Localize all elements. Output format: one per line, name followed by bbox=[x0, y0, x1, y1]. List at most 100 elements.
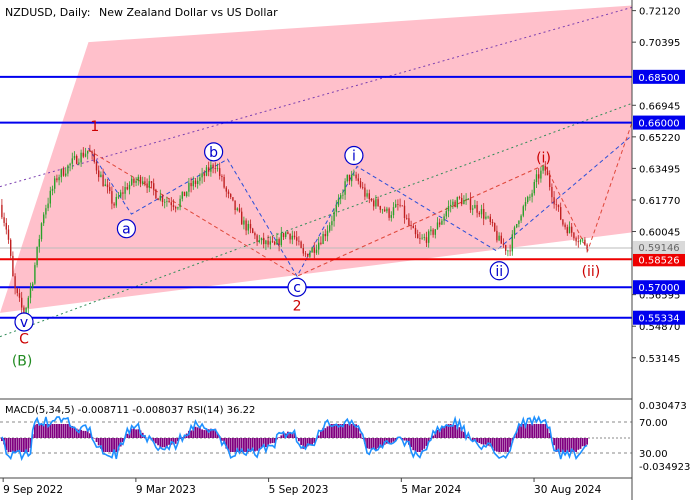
candle-body bbox=[34, 265, 36, 284]
macd-bar bbox=[209, 428, 212, 438]
macd-bar bbox=[357, 427, 360, 438]
candle-body bbox=[172, 205, 175, 208]
macd-bar bbox=[198, 427, 201, 438]
candle-body bbox=[540, 170, 542, 179]
wave-circle-ii bbox=[489, 261, 509, 281]
candle-body bbox=[267, 240, 269, 245]
candle-body bbox=[245, 220, 247, 231]
candle-body bbox=[144, 181, 146, 184]
macd-bar bbox=[370, 438, 373, 450]
indicator-tick-label: -0.034923 bbox=[639, 462, 690, 473]
candle-body bbox=[333, 211, 335, 222]
macd-bar bbox=[564, 438, 566, 452]
macd-bar bbox=[557, 438, 560, 452]
candle-body bbox=[212, 164, 214, 169]
candle-body bbox=[419, 238, 421, 240]
candle-body bbox=[467, 198, 469, 200]
candle-body bbox=[557, 204, 560, 208]
candle-body bbox=[168, 200, 170, 203]
macd-bar bbox=[484, 438, 487, 445]
candle-body bbox=[471, 208, 474, 210]
macd-bar bbox=[216, 432, 219, 438]
macd-bar bbox=[341, 424, 344, 438]
candle-body bbox=[410, 225, 412, 227]
macd-bar bbox=[335, 424, 338, 438]
macd-bar bbox=[447, 424, 450, 438]
level-label-0.58526: 0.58526 bbox=[638, 255, 679, 266]
wave-circle-c bbox=[287, 277, 307, 297]
indicator-label: MACD(5,34,5) -0.008711 -0.008037 RSI(14)… bbox=[5, 405, 255, 416]
candle-body bbox=[42, 214, 45, 224]
price-tick-label: 0.61770 bbox=[639, 196, 680, 207]
macd-bar bbox=[7, 438, 10, 452]
candle-body bbox=[62, 169, 65, 176]
candle-body bbox=[551, 186, 553, 198]
macd-bar bbox=[25, 438, 27, 452]
macd-bar bbox=[201, 429, 203, 438]
candle-body bbox=[504, 245, 507, 251]
candle-body bbox=[456, 197, 458, 208]
candle-body bbox=[562, 219, 564, 225]
macd-bar bbox=[225, 438, 228, 449]
candle-body bbox=[489, 216, 491, 222]
candle-body bbox=[359, 181, 362, 187]
candle-body bbox=[366, 193, 368, 197]
macd-bar bbox=[423, 438, 426, 449]
macd-bar bbox=[559, 438, 562, 452]
macd-bar bbox=[249, 438, 252, 452]
candle-body bbox=[174, 207, 177, 209]
candle-body bbox=[485, 216, 487, 219]
candle-body bbox=[3, 217, 5, 223]
candle-body bbox=[337, 198, 340, 206]
candle-body bbox=[408, 218, 410, 226]
wave-label-(B): (B) bbox=[12, 353, 33, 369]
date-tick-label: 5 Sep 2023 bbox=[269, 484, 329, 496]
candle-body bbox=[146, 183, 148, 188]
level-label-0.68500: 0.68500 bbox=[638, 73, 679, 84]
macd-bar bbox=[256, 438, 258, 451]
candle-body bbox=[300, 241, 302, 249]
candle-body bbox=[86, 150, 89, 154]
macd-bar bbox=[73, 427, 76, 438]
candle-body bbox=[9, 239, 12, 256]
macd-bar bbox=[304, 438, 307, 449]
candle-body bbox=[31, 283, 34, 288]
candle-body bbox=[260, 237, 263, 241]
candle-body bbox=[223, 177, 225, 188]
indicator-tick-label: 30.00 bbox=[639, 449, 668, 460]
candle-body bbox=[196, 180, 199, 185]
macd-bar bbox=[168, 438, 170, 445]
candle-body bbox=[502, 243, 505, 246]
candle-body bbox=[7, 229, 10, 240]
candle-body bbox=[524, 202, 527, 207]
candle-body bbox=[469, 198, 472, 210]
candle-body bbox=[478, 212, 480, 215]
macd-bar bbox=[245, 438, 247, 452]
level-label-bg bbox=[633, 310, 685, 325]
macd-bar bbox=[27, 438, 30, 452]
candle-body bbox=[425, 237, 428, 243]
macd-bar bbox=[539, 424, 542, 438]
price-tick-label: 0.65220 bbox=[639, 133, 680, 144]
macd-bar bbox=[60, 424, 63, 438]
candle-body bbox=[577, 241, 579, 243]
candle-body bbox=[357, 178, 359, 182]
macd-bar bbox=[262, 438, 265, 447]
candle-body bbox=[243, 220, 245, 225]
macd-bar bbox=[282, 432, 285, 438]
candle-body bbox=[564, 224, 566, 228]
macd-bar bbox=[289, 432, 291, 438]
candle-body bbox=[537, 174, 540, 179]
candle-body bbox=[254, 232, 256, 236]
macd-bar bbox=[14, 438, 16, 452]
macd-bar bbox=[416, 438, 419, 452]
candle-body bbox=[45, 208, 47, 215]
candle-body bbox=[27, 297, 29, 308]
candle-body bbox=[353, 174, 355, 176]
macd-bar bbox=[319, 431, 322, 438]
candle-body bbox=[240, 211, 243, 225]
macd-bar bbox=[403, 438, 406, 441]
candle-body bbox=[513, 227, 516, 235]
candle-body bbox=[441, 220, 443, 225]
